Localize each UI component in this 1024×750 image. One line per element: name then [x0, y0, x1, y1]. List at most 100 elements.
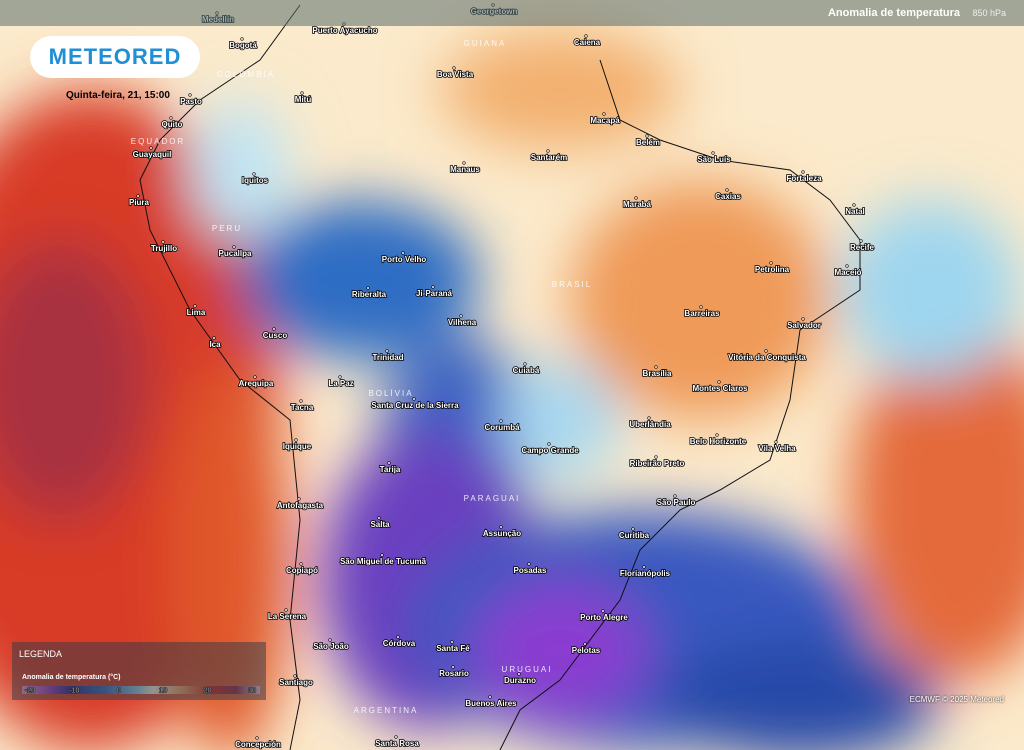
city-dot — [774, 440, 778, 444]
city-dot — [366, 286, 370, 290]
city-label: Santiago — [279, 678, 313, 687]
city-label: Arequipa — [239, 379, 274, 388]
country-label: ARGENTINA — [354, 706, 419, 715]
city-label: São Paulo — [657, 498, 696, 507]
pressure-level[interactable]: 850 hPa — [972, 8, 1006, 18]
city-label: La Paz — [328, 379, 353, 388]
city-label: Iquique — [283, 442, 312, 451]
city-label: Santa Fé — [436, 644, 470, 653]
city-label: Petrolina — [755, 265, 790, 274]
top-bar: Anomalia de temperatura 850 hPa — [0, 0, 1024, 26]
city-dot — [845, 264, 849, 268]
city-label: Santa Rosa — [375, 739, 419, 748]
city-label: Iquitos — [242, 176, 269, 185]
city-label: São Miguel de Tucumã — [340, 557, 427, 566]
city-label: Santa Cruz de la Sierra — [371, 401, 459, 410]
city-dot — [601, 609, 605, 613]
city-dot — [253, 375, 257, 379]
city-dot — [169, 116, 173, 120]
city-label: Florianópolis — [620, 569, 671, 578]
city-label: Barreiras — [684, 309, 720, 318]
city-label: Antofagasta — [277, 501, 324, 510]
city-label: Riberalta — [352, 290, 387, 299]
city-label: Pelotas — [572, 646, 601, 655]
city-dot — [451, 665, 455, 669]
city-label: Natal — [845, 207, 865, 216]
city-label: Brasília — [643, 369, 672, 378]
country-label: PARAGUAI — [464, 494, 521, 503]
country-label: GUIANA — [464, 39, 507, 48]
city-label: Macapá — [590, 116, 620, 125]
legend-subtitle: Anomalia de temperatura (°C) — [22, 674, 121, 681]
city-label: Corumbá — [484, 423, 520, 432]
city-label: Trujillo — [151, 244, 177, 253]
city-label: Posadas — [514, 566, 547, 575]
city-label: Cuiabá — [513, 366, 540, 375]
city-dot — [602, 112, 606, 116]
city-dot — [240, 37, 244, 41]
city-dot — [193, 304, 197, 308]
city-dot — [284, 608, 288, 612]
forecast-date: Quinta-feira, 21, 15:00 — [66, 90, 170, 101]
city-dot — [412, 397, 416, 401]
city-dot — [499, 525, 503, 529]
coastline — [139, 4, 861, 750]
country-label: BRASIL — [552, 280, 592, 289]
city-label: Córdova — [383, 639, 416, 648]
city-dot — [645, 134, 649, 138]
city-dot — [212, 336, 216, 340]
city-dot — [149, 146, 153, 150]
logo[interactable]: METEORED — [30, 36, 200, 78]
city-dot — [673, 494, 677, 498]
city-label: Porto Alegre — [580, 613, 628, 622]
city-label: Tarija — [380, 465, 401, 474]
city-label: Durazno — [504, 676, 536, 685]
city-label: Ji-Paraná — [416, 289, 453, 298]
city-label: Fortaleza — [786, 174, 822, 183]
city-dot — [717, 380, 721, 384]
city-dot — [631, 527, 635, 531]
city-label: Belo Horizonte — [690, 437, 747, 446]
city-dot — [523, 362, 527, 366]
city-label: Mitú — [295, 95, 312, 104]
city-dot — [634, 196, 638, 200]
city-dot — [488, 695, 492, 699]
city-dot — [396, 635, 400, 639]
city-label: Marabá — [623, 200, 652, 209]
city-label: Assunção — [483, 529, 521, 538]
city-dot — [699, 305, 703, 309]
city-dot — [654, 365, 658, 369]
city-dot — [715, 433, 719, 437]
city-dot — [255, 736, 259, 740]
city-dot — [654, 455, 658, 459]
city-label: Salvador — [787, 321, 821, 330]
city-label: Pasto — [180, 97, 202, 106]
city-dot — [527, 562, 531, 566]
city-dot — [188, 93, 192, 97]
country-label: PERU — [212, 224, 242, 233]
city-label: Ica — [209, 340, 221, 349]
city-dot — [387, 461, 391, 465]
city-dot — [297, 497, 301, 501]
city-dot — [499, 419, 503, 423]
city-dot — [517, 672, 521, 676]
city-label: Belém — [636, 138, 660, 147]
city-label: Maceió — [834, 268, 861, 277]
city-label: Uberlândia — [629, 420, 671, 429]
city-label: Salta — [370, 520, 390, 529]
city-dot — [401, 251, 405, 255]
city-label: Quito — [162, 120, 183, 129]
layer-name[interactable]: Anomalia de temperatura — [827, 7, 960, 19]
city-label: Caxias — [715, 192, 741, 201]
city-label: Concepción — [235, 740, 281, 749]
city-dot — [801, 317, 805, 321]
city-label: Vilhena — [448, 318, 477, 327]
city-dot — [769, 261, 773, 265]
city-dot — [859, 239, 863, 243]
city-dot — [546, 149, 550, 153]
city-label: Ribeirão Preto — [630, 459, 685, 468]
city-dot — [293, 674, 297, 678]
city-label: São Luís — [697, 155, 731, 164]
